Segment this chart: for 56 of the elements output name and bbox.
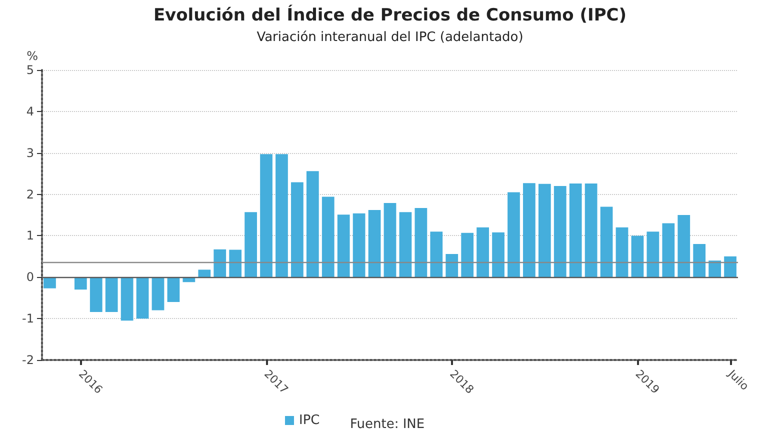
y-tick-label: -2 xyxy=(22,353,34,367)
bar xyxy=(693,244,706,278)
bar xyxy=(461,232,474,278)
y-tick-label: 1 xyxy=(26,228,34,243)
y-tick-label: 5 xyxy=(26,63,34,77)
bar xyxy=(631,236,644,278)
bar xyxy=(260,154,272,278)
bar xyxy=(167,277,180,302)
bar xyxy=(74,277,87,290)
bar xyxy=(120,277,134,321)
bar xyxy=(337,214,350,278)
bar xyxy=(276,154,288,278)
bar xyxy=(662,223,675,278)
bar xyxy=(476,227,489,278)
bar xyxy=(569,184,582,278)
bar xyxy=(352,213,366,278)
y-tick-label: 0 xyxy=(26,270,34,284)
bar xyxy=(414,208,428,278)
bar xyxy=(244,212,257,278)
bar xyxy=(538,184,551,278)
bar xyxy=(584,184,598,278)
bar xyxy=(399,212,412,278)
y-tick-label: 4 xyxy=(26,104,34,118)
bar xyxy=(198,270,211,278)
bar xyxy=(136,277,149,319)
bar xyxy=(646,232,660,278)
bar xyxy=(44,277,56,288)
bar xyxy=(446,254,458,278)
legend-label: IPC xyxy=(299,413,320,428)
bar xyxy=(368,210,381,278)
y-axis-title: % xyxy=(26,49,38,63)
bar xyxy=(152,277,164,310)
bar xyxy=(105,277,118,312)
y-tick-label: -1 xyxy=(22,312,34,326)
bar xyxy=(306,171,319,278)
bar xyxy=(678,215,690,278)
chart-subtitle: Variación interanual del IPC (adelantado) xyxy=(256,30,524,45)
bar xyxy=(554,186,566,278)
bar xyxy=(322,196,334,278)
bar xyxy=(724,256,736,278)
chart-title: Evolución del Índice de Precios de Consumo (IPC) xyxy=(153,4,627,26)
bar xyxy=(600,206,613,278)
bar xyxy=(523,183,536,278)
bar xyxy=(214,249,226,278)
source-note: Fuente: INE xyxy=(350,417,425,432)
y-tick-label: 2 xyxy=(26,187,34,202)
bar xyxy=(708,260,721,278)
bar xyxy=(616,227,628,278)
bar xyxy=(430,232,443,278)
y-tick-label: 3 xyxy=(26,146,34,160)
bar xyxy=(492,232,504,278)
bar xyxy=(229,250,242,278)
bar xyxy=(90,277,102,312)
bar xyxy=(384,202,396,278)
bar xyxy=(291,182,304,278)
bar xyxy=(508,192,520,278)
